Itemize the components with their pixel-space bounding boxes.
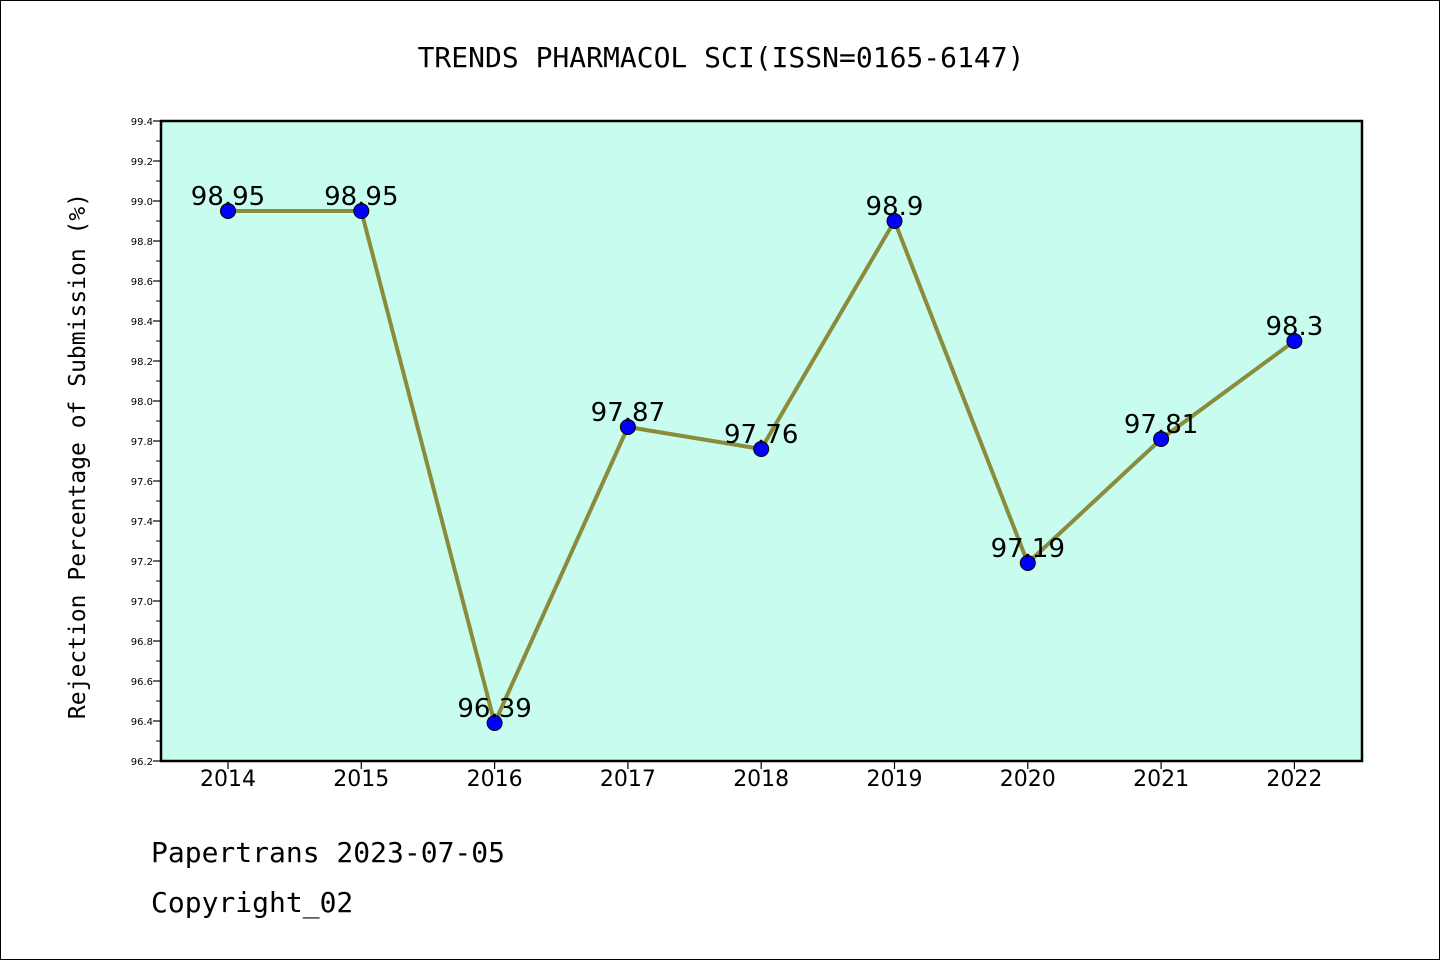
data-point — [353, 203, 370, 219]
data-point — [1286, 333, 1303, 349]
data-label: 97.87 — [591, 398, 665, 428]
x-axis: 2014 2015 2016 2017 2018 2019 2020 2021 2022 — [200, 761, 1322, 792]
plot-border — [159, 119, 1364, 763]
data-label: 98.3 — [1265, 312, 1323, 342]
y-tick-label: 97.6 — [131, 477, 153, 488]
y-tick-label: 97.2 — [131, 557, 153, 568]
x-tick-label: 2022 — [1266, 767, 1322, 792]
y-tick-label: 97.4 — [131, 517, 153, 528]
x-tick-label: 2021 — [1133, 767, 1189, 792]
x-tick-label: 2014 — [200, 767, 256, 792]
y-axis: 96.2 96.4 96.6 96.8 97.0 97.2 97.4 97.6 97.8 98.0… — [131, 117, 161, 768]
y-tick-label: 99.0 — [131, 197, 153, 208]
y-tick-label: 98.8 — [131, 237, 153, 248]
y-tick-label: 98.6 — [131, 277, 153, 288]
data-label: 98.95 — [191, 182, 265, 212]
x-tick-label: 2017 — [600, 767, 656, 792]
data-label: 97.76 — [724, 420, 798, 450]
x-tick-label: 2015 — [333, 767, 389, 792]
y-tick-label: 97.8 — [131, 437, 153, 448]
footer-date: Papertrans 2023-07-05 — [151, 836, 506, 869]
y-tick-label: 96.6 — [131, 677, 153, 688]
data-point — [1019, 555, 1036, 571]
data-label: 96.39 — [457, 694, 531, 724]
y-tick-label: 96.8 — [131, 637, 153, 648]
data-point — [753, 441, 770, 457]
y-axis-label: Rejection Percentage of Submission (%) — [65, 193, 91, 719]
chart-title: TRENDS PHARMACOL SCI(ISSN=0165-6147) — [418, 41, 1025, 74]
data-labels: 98.95 98.95 96.39 97.87 97.76 98.9 97.19 97.81 9… — [191, 182, 1324, 724]
y-tick-label: 96.4 — [131, 717, 153, 728]
y-tick-label: 99.4 — [131, 117, 153, 128]
y-tick-label: 96.2 — [131, 757, 153, 768]
x-tick-label: 2019 — [867, 767, 923, 792]
y-tick-label: 98.2 — [131, 357, 153, 368]
data-point — [619, 419, 636, 435]
data-label: 98.95 — [324, 182, 398, 212]
data-label: 98.9 — [866, 192, 924, 222]
data-point — [220, 203, 236, 219]
data-label: 97.19 — [991, 534, 1065, 564]
data-point — [886, 213, 903, 229]
footer-copyright: Copyright_02 — [151, 886, 354, 919]
data-point — [1153, 431, 1170, 447]
data-label: 97.81 — [1124, 410, 1198, 440]
data-points — [220, 203, 1303, 731]
y-tick-label: 99.2 — [131, 157, 153, 168]
x-tick-label: 2016 — [467, 767, 523, 792]
x-tick-label: 2020 — [1000, 767, 1056, 792]
x-tick-label: 2018 — [733, 767, 789, 792]
data-point — [486, 715, 503, 731]
y-tick-label: 98.0 — [131, 397, 153, 408]
y-tick-label: 98.4 — [131, 317, 153, 328]
y-tick-label: 97.0 — [131, 597, 153, 608]
